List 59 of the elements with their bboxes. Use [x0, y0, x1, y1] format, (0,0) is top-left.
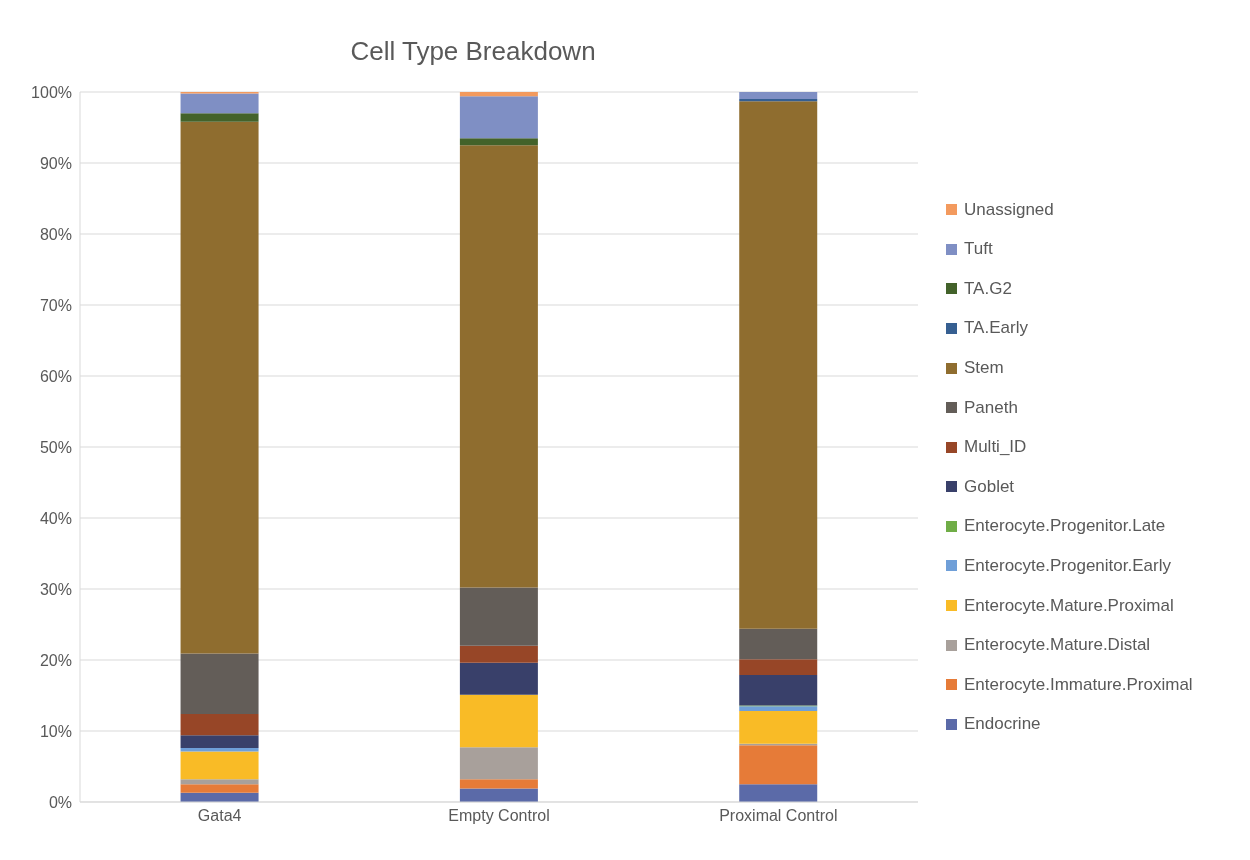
bar: [739, 628, 818, 660]
y-tick-label: 50%: [39, 438, 72, 456]
y-tick-label: 30%: [39, 580, 72, 598]
x-tick-label: Empty Control: [448, 807, 550, 825]
bar: [459, 92, 538, 97]
y-tick-label: 40%: [39, 509, 72, 527]
bar: [459, 138, 538, 146]
y-tick-label: 80%: [39, 225, 72, 243]
bar: [459, 747, 538, 780]
y-tick-label: 90%: [39, 154, 72, 172]
bar: [459, 779, 538, 789]
bar: [180, 735, 259, 749]
y-tick-label: 100%: [31, 83, 72, 101]
bar: [180, 751, 259, 780]
bar: [739, 101, 818, 629]
bar: [739, 784, 818, 802]
bar: [739, 706, 818, 712]
legend-label: TA.G2: [964, 278, 1012, 299]
bar: [180, 93, 259, 114]
bar: [180, 121, 259, 654]
bar: [459, 694, 538, 748]
legend-label: Multi_ID: [964, 437, 1027, 458]
legend-label: Enterocyte.Immature.Proximal: [964, 674, 1193, 695]
bar: [459, 662, 538, 695]
bar: [739, 711, 818, 744]
bar: [180, 653, 259, 714]
bar: [739, 659, 818, 675]
legend-label: Enterocyte.Progenitor.Late: [964, 516, 1166, 537]
x-tick-label: Gata4: [197, 807, 242, 825]
bar: [739, 92, 818, 100]
x-tick-label: Proximal Control: [719, 807, 838, 825]
bar: [459, 96, 538, 139]
legend-label: Enterocyte.Mature.Proximal: [964, 595, 1174, 616]
chart-title: Cell Type Breakdown: [349, 35, 597, 68]
bar: [180, 113, 259, 122]
legend-label: Paneth: [964, 397, 1018, 418]
bar: [459, 587, 538, 646]
bar: [180, 713, 259, 736]
y-tick-label: 10%: [39, 722, 72, 740]
bar: [459, 645, 538, 663]
y-tick-label: 20%: [39, 651, 72, 669]
y-tick-label: 0%: [48, 793, 72, 811]
legend-label: Enterocyte.Progenitor.Early: [964, 555, 1171, 576]
bar: [180, 784, 259, 793]
bar: [180, 748, 259, 752]
bar: [459, 145, 538, 588]
y-tick-label: 60%: [39, 367, 72, 385]
y-tick-label: 70%: [39, 296, 72, 314]
legend-label: TA.Early: [964, 318, 1028, 339]
legend-label: Stem: [964, 358, 1004, 379]
legend-label: Tuft: [964, 239, 993, 260]
legend-label: Enterocyte.Mature.Distal: [964, 635, 1151, 656]
bar: [739, 99, 818, 102]
legend-label: Unassigned: [964, 199, 1054, 220]
legend-label: Endocrine: [964, 714, 1041, 735]
bar: [180, 779, 259, 785]
bar: [739, 674, 818, 706]
bar: [739, 745, 818, 785]
legend-label: Goblet: [964, 476, 1015, 497]
